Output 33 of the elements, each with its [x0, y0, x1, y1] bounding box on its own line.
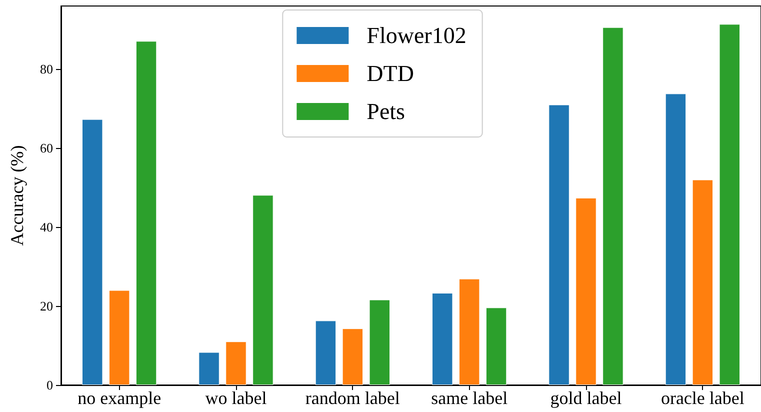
x-tick-label: same label	[431, 388, 508, 408]
legend-label: Flower102	[366, 23, 466, 48]
bar	[432, 293, 453, 385]
y-tick-label: 80	[40, 62, 53, 77]
bar	[315, 320, 336, 385]
y-tick-label: 20	[40, 298, 53, 314]
x-tick-label: random label	[305, 388, 400, 408]
bar	[692, 180, 714, 385]
bar	[602, 27, 624, 385]
bar	[719, 24, 740, 385]
y-tick-label: 60	[40, 140, 53, 156]
y-axis-title: Accuracy (%)	[7, 145, 27, 246]
legend-label: Pets	[366, 99, 406, 124]
bar	[486, 308, 507, 385]
bar	[136, 41, 157, 385]
bar	[198, 352, 220, 385]
bar	[576, 198, 596, 385]
bar	[108, 290, 130, 385]
bar	[82, 119, 103, 385]
bar	[458, 278, 480, 385]
bar	[369, 300, 390, 385]
bar	[548, 104, 570, 385]
x-tick-label: gold label	[550, 388, 622, 408]
y-tick-label: 0	[46, 378, 53, 392]
x-tick-label: wo label	[205, 388, 267, 408]
bar	[342, 328, 364, 385]
bar	[226, 342, 246, 385]
bar	[252, 195, 274, 385]
x-tick-label: no example	[78, 388, 162, 408]
legend-label: DTD	[366, 61, 414, 86]
y-tick-label: 40	[40, 220, 53, 235]
x-tick-label: oracle label	[660, 388, 744, 408]
bar	[665, 94, 686, 385]
